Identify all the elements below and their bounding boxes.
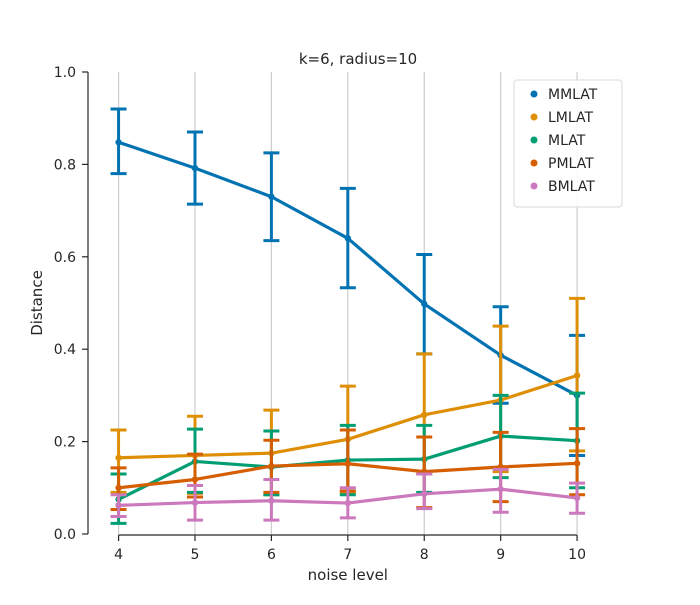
axes: 0.0 0.2 0.4 0.6 0.8 1.0 4 5 6 7 8 9 10	[54, 65, 586, 563]
y-tick-label: 0.4	[54, 342, 76, 358]
data-point	[115, 139, 122, 146]
x-tick-label: 6	[267, 547, 276, 563]
chart-title: k=6, radius=10	[299, 50, 417, 68]
data-point	[191, 164, 199, 172]
legend-marker	[530, 90, 538, 98]
data-point	[497, 485, 504, 493]
y-tick-label: 1.0	[54, 65, 76, 81]
data-point	[421, 490, 428, 498]
data-point	[191, 476, 199, 483]
x-tick-label: 8	[420, 547, 429, 563]
legend: MMLAT LMLAT MLAT PMLAT BMLAT	[513, 79, 623, 208]
legend-label: LMLAT	[548, 110, 593, 126]
legend-label: MLAT	[548, 133, 586, 149]
y-tick-label: 0.2	[54, 435, 76, 451]
series-pmlat	[110, 427, 586, 512]
data-point	[344, 460, 352, 467]
legend-marker	[530, 159, 538, 167]
legend-marker	[530, 136, 538, 144]
series-bmlat	[110, 467, 586, 522]
data-point	[268, 497, 275, 504]
data-point	[573, 372, 581, 379]
legend-label: BMLAT	[548, 179, 595, 195]
x-tick-label: 5	[191, 547, 200, 563]
data-point	[573, 494, 581, 502]
y-axis-label: Distance	[28, 270, 46, 336]
data-point	[573, 460, 581, 467]
data-point	[268, 462, 275, 470]
x-tick-label: 9	[496, 547, 505, 563]
data-point	[115, 502, 122, 509]
data-point	[268, 193, 275, 200]
legend-marker	[530, 182, 538, 190]
legend-label: PMLAT	[548, 156, 594, 172]
y-tick-label: 0.8	[54, 157, 76, 173]
data-point	[344, 499, 352, 507]
legend-label: MMLAT	[548, 87, 598, 103]
legend-marker	[530, 113, 538, 121]
data-point	[421, 411, 428, 419]
data-point	[421, 300, 428, 308]
legend-box	[513, 79, 623, 208]
data-point	[115, 454, 122, 461]
data-point	[344, 235, 352, 242]
x-tick-label: 10	[568, 547, 586, 563]
data-point	[191, 499, 199, 506]
data-point	[115, 484, 122, 491]
series-layer	[110, 107, 586, 525]
x-tick-label: 7	[343, 547, 352, 563]
x-axis-label: noise level	[308, 566, 388, 584]
y-tick-label: 0.0	[54, 527, 76, 543]
y-tick-label: 0.6	[54, 250, 76, 266]
x-tick-label: 4	[114, 547, 123, 563]
